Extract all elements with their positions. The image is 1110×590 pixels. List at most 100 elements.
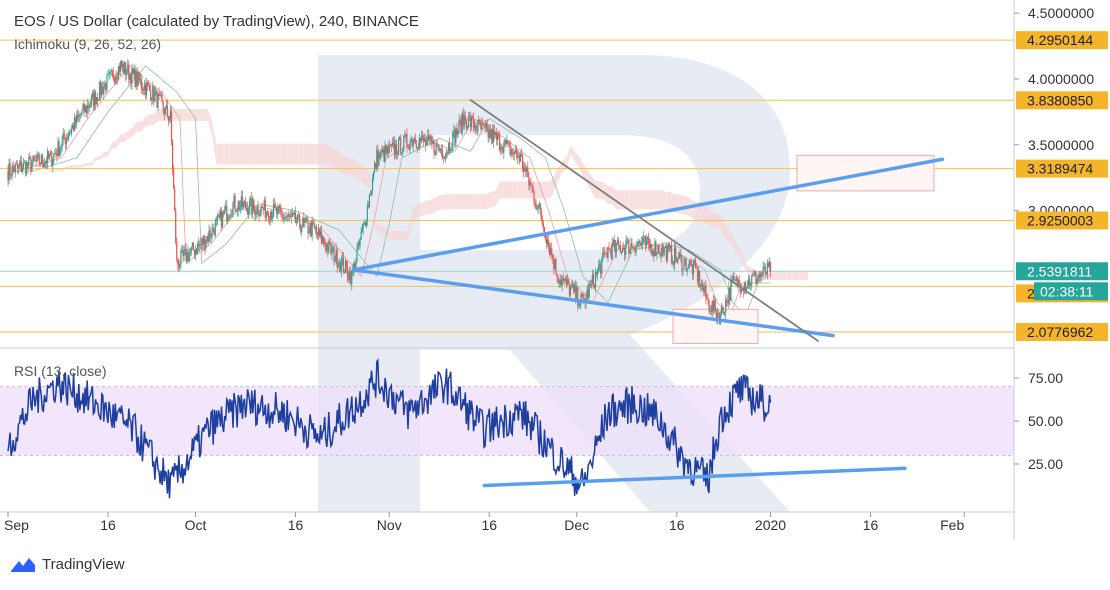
- candle-body: [133, 69, 135, 74]
- candle-body: [503, 143, 505, 153]
- candle-body: [406, 134, 408, 147]
- ichimoku-cloud-segment: [699, 203, 704, 223]
- candle-body: [388, 144, 390, 154]
- ichimoku-cloud-segment: [349, 158, 354, 177]
- time-tick-label: 2020: [755, 517, 786, 533]
- candle-body: [189, 251, 191, 254]
- candle-body: [21, 169, 24, 172]
- candle-body: [309, 222, 311, 233]
- candle-body: [657, 245, 659, 253]
- footer-brand[interactable]: TradingView: [10, 552, 125, 576]
- candle-body: [329, 240, 331, 244]
- ichimoku-cloud-segment: [466, 194, 471, 210]
- ichimoku-cloud-segment: [503, 181, 508, 199]
- candle-body: [643, 236, 646, 238]
- candle-body: [654, 241, 656, 257]
- candle-body: [338, 262, 340, 267]
- candle-body: [611, 242, 613, 259]
- candle-body: [169, 111, 172, 119]
- candle-body: [693, 259, 696, 261]
- candle-body: [711, 300, 713, 312]
- candle-body: [500, 147, 502, 150]
- ichimoku-cloud-segment: [745, 263, 750, 275]
- candle-body: [164, 106, 166, 115]
- candle-body: [408, 147, 410, 150]
- candle-body: [481, 122, 483, 130]
- candle-body: [219, 211, 222, 218]
- candle-body: [28, 157, 30, 166]
- candle-body: [477, 119, 479, 131]
- candle-body: [155, 90, 157, 94]
- candle-body: [636, 245, 638, 247]
- ichimoku-cloud-segment: [683, 196, 688, 215]
- candle-body: [526, 167, 528, 172]
- candle-body: [10, 174, 12, 176]
- ichimoku-cloud-segment: [278, 143, 283, 165]
- candle-body: [692, 260, 695, 275]
- candle-body: [35, 160, 37, 162]
- candle-body: [684, 258, 686, 261]
- candle-body: [755, 271, 757, 284]
- candle-body: [374, 163, 376, 173]
- ichimoku-cloud-segment: [353, 158, 358, 181]
- candle-body: [619, 245, 622, 254]
- candle-body: [270, 212, 273, 219]
- candle-body: [594, 272, 597, 288]
- candle-body: [667, 245, 670, 247]
- candle-body: [68, 133, 71, 136]
- candle-body: [573, 284, 575, 292]
- candle-body: [415, 143, 417, 148]
- candle-body: [202, 238, 204, 245]
- candle-body: [113, 78, 115, 83]
- candle-body: [216, 216, 218, 220]
- candle-body: [476, 129, 478, 131]
- candle-body: [670, 245, 673, 263]
- candle-body: [614, 239, 616, 253]
- candle-body: [278, 205, 280, 208]
- candle-body: [728, 287, 730, 304]
- candle-body: [356, 250, 358, 262]
- candle-body: [669, 245, 672, 249]
- ichimoku-cloud-segment: [116, 134, 121, 148]
- candle-body: [525, 167, 527, 172]
- candle-body: [766, 262, 768, 275]
- candle-body: [156, 90, 158, 108]
- ichimoku-cloud-segment: [787, 271, 792, 281]
- candle-body: [727, 300, 729, 304]
- candle-body: [475, 125, 477, 130]
- candle-body: [176, 242, 178, 260]
- upper-trendline: [351, 157, 945, 272]
- candle-body: [369, 194, 372, 196]
- candle-body: [128, 64, 130, 80]
- ichimoku-cloud-segment: [66, 165, 71, 169]
- candle-body: [379, 153, 381, 159]
- candle-body: [259, 212, 261, 217]
- candle-body: [144, 84, 147, 96]
- candle-body: [380, 150, 382, 159]
- candle-body: [252, 199, 254, 214]
- ichimoku-cloud-segment: [458, 194, 463, 210]
- candle-body: [504, 139, 506, 144]
- candle-body: [339, 262, 341, 272]
- ichimoku-cloud-segment: [212, 121, 217, 165]
- ichimoku-cloud-segment: [799, 271, 804, 281]
- candle-body: [660, 253, 662, 256]
- candle-body: [530, 182, 532, 186]
- candle-body: [624, 248, 626, 255]
- candle-body: [382, 149, 384, 153]
- ichimoku-cloud-segment: [174, 108, 179, 121]
- candle-body: [292, 213, 295, 215]
- candle-body: [175, 210, 177, 243]
- candle-body: [126, 73, 128, 76]
- candle-body: [29, 157, 31, 159]
- candle-body: [181, 250, 183, 252]
- candle-body: [709, 310, 711, 312]
- ichimoku-cloud-segment: [508, 181, 513, 199]
- candle-body: [377, 150, 379, 166]
- ichimoku-cloud-segment: [524, 181, 529, 199]
- candle-body: [253, 199, 255, 208]
- ichimoku-cloud-segment: [328, 145, 333, 168]
- candle-body: [112, 71, 114, 79]
